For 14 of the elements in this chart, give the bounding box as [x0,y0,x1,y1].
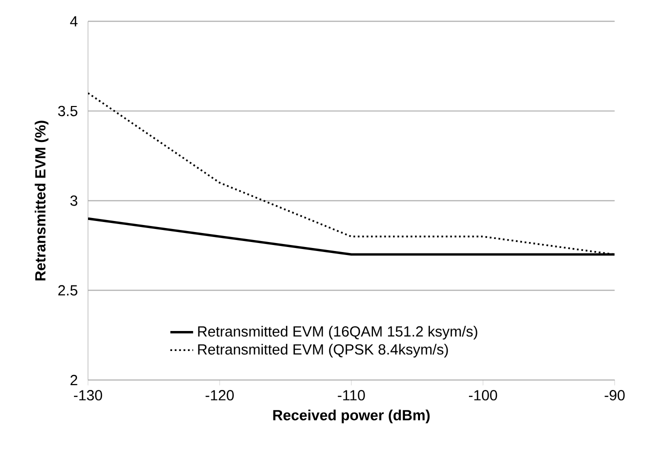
legend-label: Retransmitted EVM (16QAM 151.2 ksym/s) [198,326,478,340]
x-tick-label: -110 [338,390,365,400]
x-axis-title: Received power (dBm) [273,410,430,424]
legend-label: Retransmitted EVM (QPSK 8.4ksym/s) [198,344,448,358]
y-tick-label: 3 [70,195,78,206]
x-tick-label: -100 [468,390,498,400]
y-axis-title: Retransmitted EVM (%) [34,120,48,280]
x-tick-label: -90 [604,390,625,400]
y-tick-label: 2.5 [58,285,78,296]
y-tick-label: 4 [70,16,78,26]
y-tick-label: 2 [70,374,78,386]
x-tick-label: -130 [74,390,102,400]
y-tick-label: 3.5 [58,106,78,116]
x-tick-label: -120 [206,390,234,400]
